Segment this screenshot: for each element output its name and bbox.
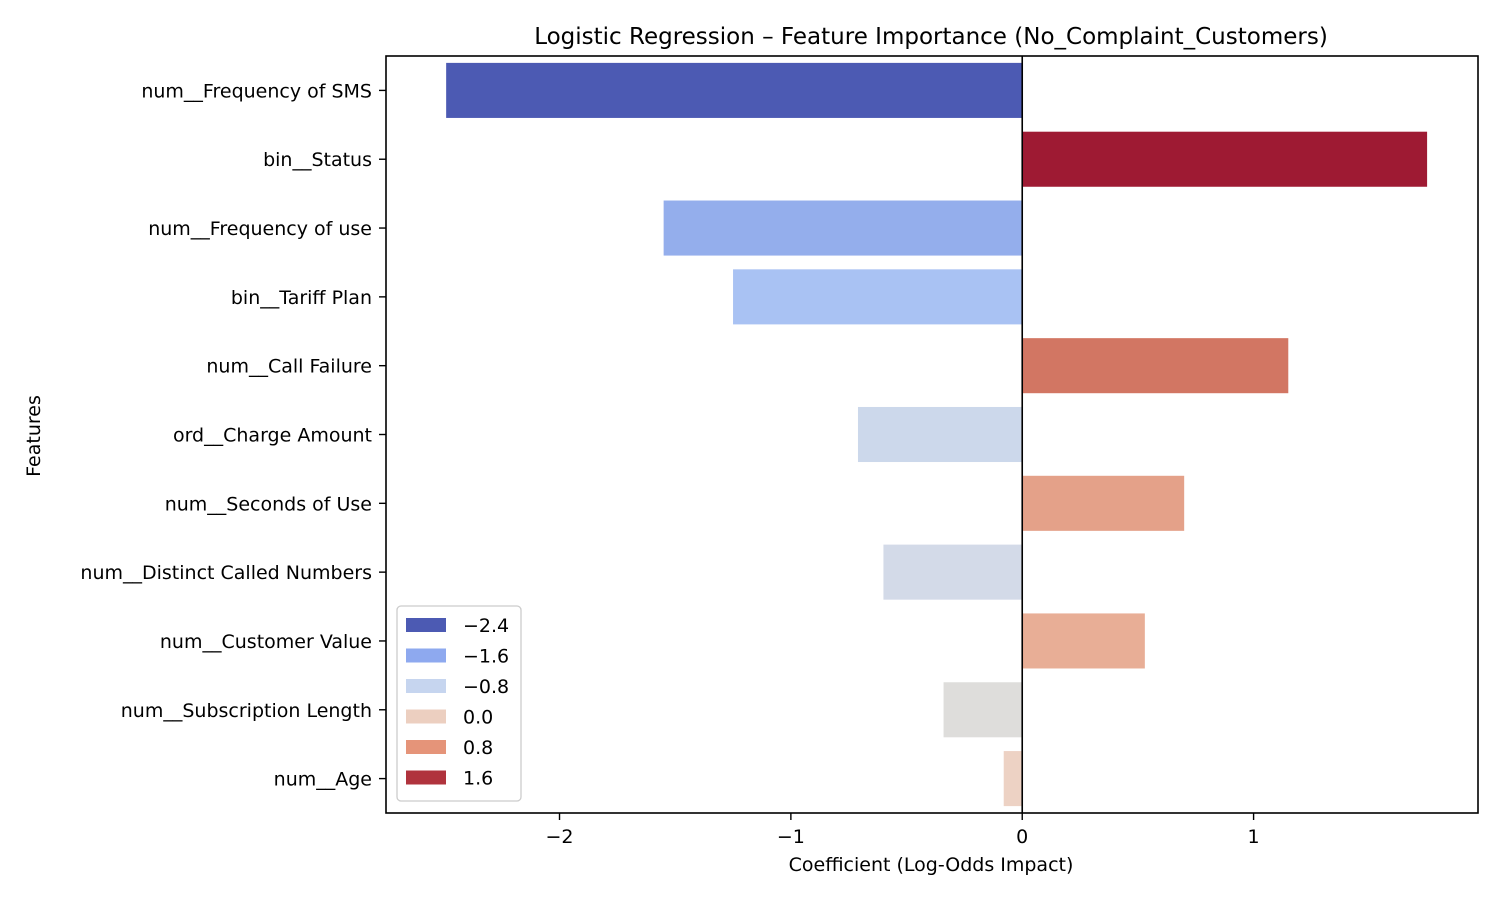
bar xyxy=(663,200,1023,256)
y-tick-label: num__Frequency of use xyxy=(148,218,372,240)
legend-label: 1.6 xyxy=(463,768,493,790)
bar xyxy=(1022,613,1145,669)
legend-swatch xyxy=(406,709,446,724)
legend-label: −1.6 xyxy=(463,646,509,668)
chart-title: Logistic Regression – Feature Importance… xyxy=(534,24,1328,50)
bar xyxy=(733,269,1023,325)
y-tick-label: num__Frequency of SMS xyxy=(141,80,372,102)
y-tick-label: num__Seconds of Use xyxy=(165,493,372,515)
legend-swatch xyxy=(406,770,446,785)
bar xyxy=(1022,338,1289,394)
bar xyxy=(446,62,1023,118)
y-tick-label: ord__Charge Amount xyxy=(173,425,372,447)
bar xyxy=(1003,751,1023,807)
x-tick-label: 1 xyxy=(1248,826,1260,848)
y-tick-label: bin__Tariff Plan xyxy=(231,287,372,309)
y-tick-label: num__Distinct Called Numbers xyxy=(80,562,372,584)
bar xyxy=(883,544,1023,600)
y-tick-label: num__Customer Value xyxy=(160,631,372,653)
y-tick-label: num__Age xyxy=(274,769,372,791)
y-tick-label: num__Call Failure xyxy=(206,356,372,378)
bar xyxy=(857,406,1023,463)
legend-label: 0.8 xyxy=(463,737,493,759)
x-tick-label: −1 xyxy=(777,826,805,848)
bar xyxy=(943,682,1023,738)
legend-label: −2.4 xyxy=(463,615,509,637)
y-tick-label: num__Subscription Length xyxy=(121,700,372,722)
legend-swatch xyxy=(406,679,446,693)
legend-swatch xyxy=(406,740,446,754)
bar xyxy=(1022,475,1185,531)
bars-layer xyxy=(446,62,1428,807)
x-tick-label: −2 xyxy=(546,826,574,848)
legend: −2.4 −1.6 −0.8 0.0 0.8 1.6 xyxy=(396,605,522,802)
x-axis: −2 −1 0 1 xyxy=(546,813,1260,848)
x-axis-title: Coefficient (Log-Odds Impact) xyxy=(789,854,1074,876)
x-tick-label: 0 xyxy=(1016,826,1028,848)
y-axis: num__Frequency of SMS bin__Status num__Fre… xyxy=(80,80,386,791)
legend-label: 0.0 xyxy=(463,707,493,729)
bar xyxy=(1022,131,1428,187)
legend-label: −0.8 xyxy=(463,676,509,698)
y-tick-label: bin__Status xyxy=(263,149,372,171)
y-axis-title: Features xyxy=(23,395,45,477)
legend-swatch xyxy=(406,618,446,632)
legend-swatch xyxy=(406,648,446,663)
